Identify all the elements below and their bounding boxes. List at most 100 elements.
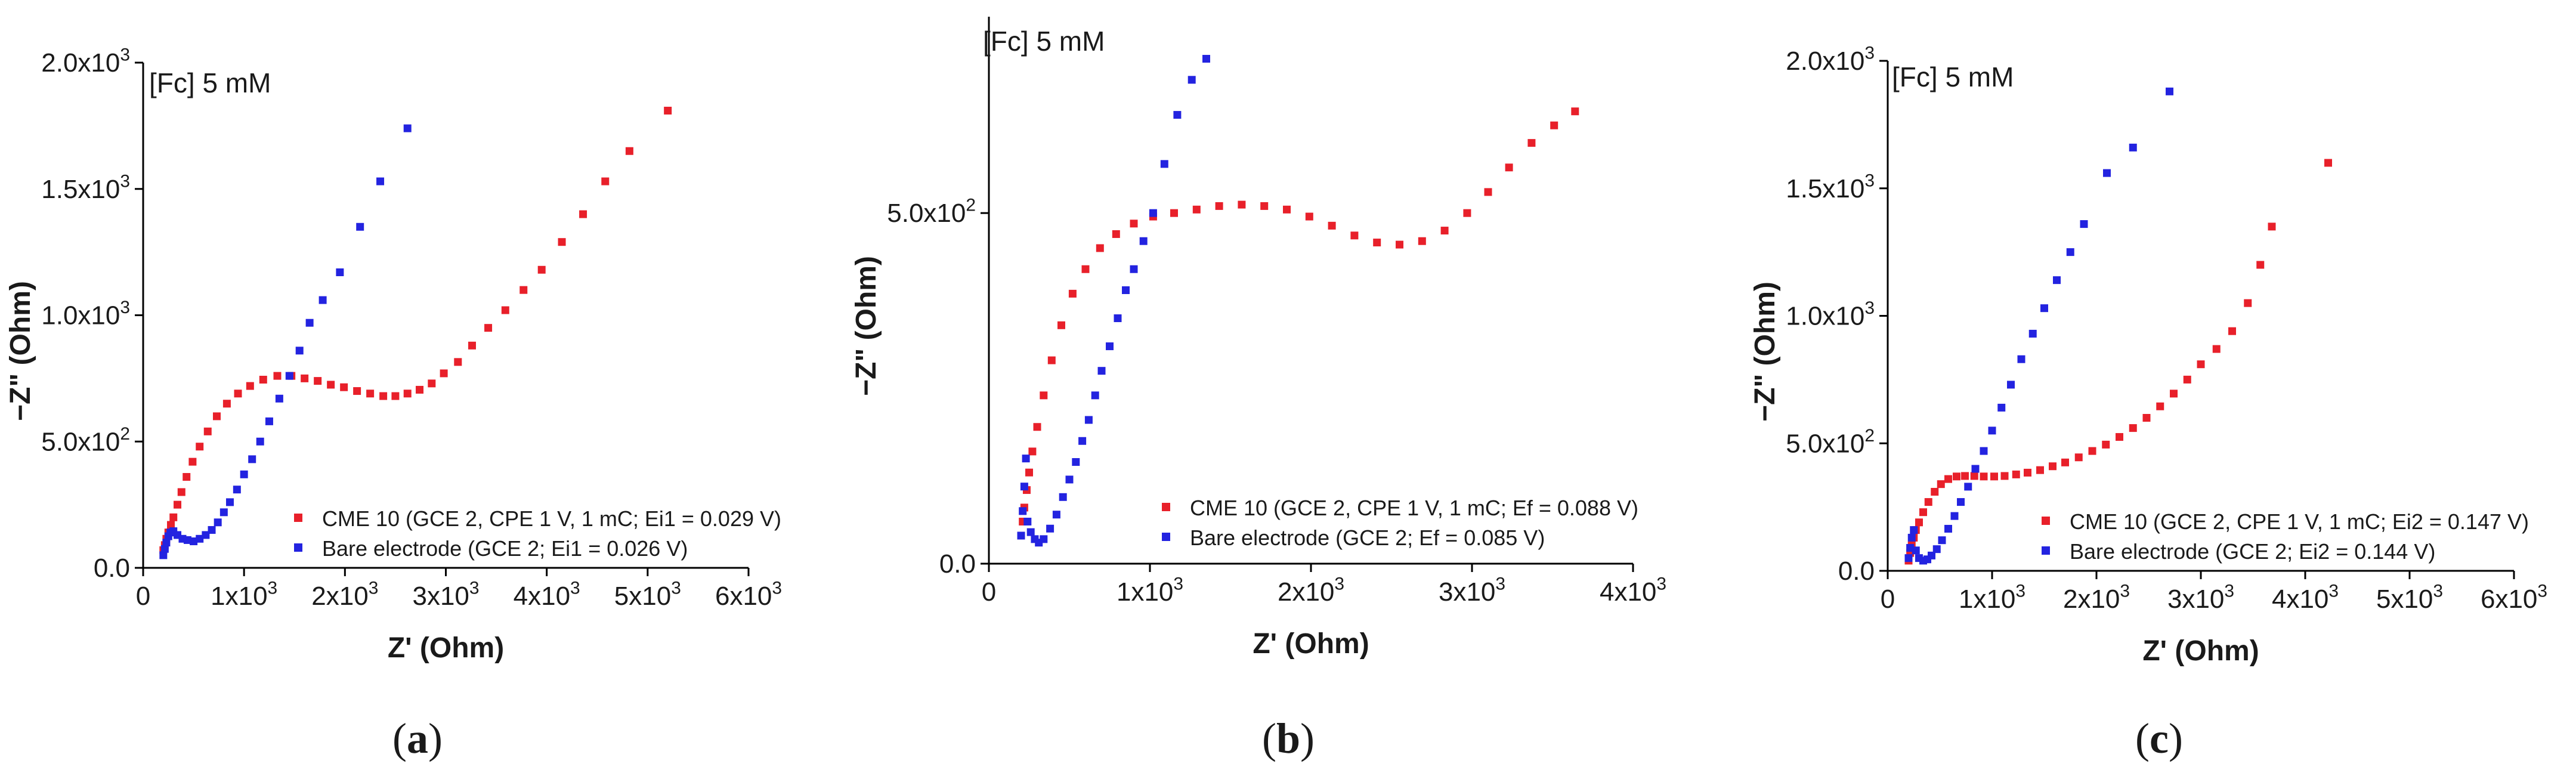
data-point-red (314, 377, 322, 385)
data-point-blue (2129, 143, 2137, 152)
data-point-blue (159, 551, 168, 559)
data-point-red (2183, 375, 2191, 384)
legend-label-blue: Bare electrode (GCE 2; Ei2 = 0.144 V) (2070, 539, 2435, 564)
data-point-blue (1932, 545, 1941, 554)
data-point-red (2102, 440, 2110, 449)
data-point-red (340, 383, 348, 391)
legend-marker-red (294, 514, 302, 522)
x-tick-label: 4x103 (514, 579, 580, 611)
data-point-blue (403, 124, 412, 132)
y-tick-label: 0.0 (939, 549, 976, 579)
data-point-blue (196, 534, 204, 543)
data-point-blue (1130, 265, 1138, 273)
data-point-blue (1091, 391, 1099, 400)
data-point-red (2036, 466, 2044, 474)
y-tick-label: 0.0 (1838, 557, 1875, 586)
data-point-red (167, 521, 175, 529)
data-point-red (428, 379, 436, 388)
data-point-red (391, 392, 400, 400)
data-point-red (259, 375, 267, 384)
x-tick-label: 4x103 (2272, 582, 2339, 614)
data-point-red (2012, 470, 2020, 478)
data-point-red (454, 358, 462, 366)
data-point-red (327, 381, 335, 389)
data-point-red (558, 238, 566, 246)
data-point-red (440, 369, 448, 378)
data-point-blue (305, 319, 314, 327)
data-point-red (601, 177, 610, 186)
data-point-red (1505, 163, 1513, 172)
data-point-blue (1084, 416, 1093, 424)
data-point-red (1057, 321, 1065, 329)
data-point-red (379, 392, 388, 400)
data-point-blue (190, 537, 198, 546)
data-point-red (1040, 391, 1048, 400)
data-point-blue (336, 268, 344, 277)
data-point-red (2000, 472, 2009, 480)
data-point-blue (1988, 426, 1996, 435)
data-point-red (1990, 472, 1998, 481)
data-point-red (2197, 360, 2205, 369)
data-point-blue (208, 525, 216, 534)
data-point-blue (1017, 531, 1025, 540)
data-point-red (1047, 356, 1056, 364)
chart-panel-c: 0 1x103 2x103 3x103 4x103 5x103 6x103 0.0 5.0x10… (1749, 44, 2547, 667)
data-point-blue (1928, 551, 1935, 559)
data-point-red (2228, 327, 2236, 335)
data-point-red (2024, 468, 2031, 477)
data-point-blue (1149, 209, 1157, 217)
data-point-blue (1907, 533, 1916, 542)
data-point-red (664, 106, 672, 115)
x-tick-label: 2x103 (2063, 582, 2130, 614)
chart-annotation: [Fc] 5 mM (983, 26, 1105, 57)
data-point-blue (183, 536, 191, 544)
data-point-blue (1046, 524, 1054, 533)
data-point-red (468, 341, 476, 350)
data-point-red (2256, 261, 2265, 269)
data-point-blue (1139, 237, 1148, 245)
chart-panel-b: 0 1x103 2x103 3x103 4x103 0.0 5.0x102 Z' (Ohm) −… (851, 17, 1666, 660)
data-point-blue (1912, 546, 1920, 555)
data-point-blue (2066, 248, 2074, 256)
data-point-blue (1173, 111, 1182, 119)
data-point-red (2061, 458, 2069, 466)
data-point-red (169, 513, 178, 521)
data-point-red (1980, 472, 1988, 481)
x-tick-label: 1x103 (211, 579, 277, 611)
legend-label-red: CME 10 (GCE 2, CPE 1 V, 1 mC; Ef = 0.088… (1190, 496, 1638, 520)
data-point-red (2088, 447, 2096, 455)
data-point-blue (1997, 403, 2006, 412)
y-tick-label: 5.0x102 (887, 196, 976, 228)
x-tick-label: 0 (136, 582, 150, 611)
data-point-red (183, 473, 191, 481)
data-point-red (273, 372, 282, 380)
data-point-red (1305, 212, 1313, 221)
data-point-blue (1980, 447, 1988, 455)
data-point-red (1068, 289, 1077, 298)
data-point-blue (1023, 517, 1032, 525)
data-point-blue (160, 545, 169, 553)
data-point-red (416, 385, 424, 394)
data-point-blue (275, 394, 283, 403)
x-tick-label: 3x103 (1439, 574, 1505, 607)
data-point-red (1915, 518, 1923, 527)
data-point-red (1215, 202, 1223, 210)
data-point-red (1033, 423, 1041, 431)
data-point-blue (2053, 276, 2061, 285)
x-tick-label: 1x103 (1959, 582, 2025, 614)
data-point-red (1550, 121, 1558, 129)
data-point-blue (1059, 493, 1067, 501)
data-point-red (174, 500, 182, 509)
data-point-red (188, 457, 197, 466)
data-point-blue (1910, 526, 1918, 534)
series-blue (1904, 87, 2173, 565)
data-point-blue (2103, 169, 2111, 177)
data-point-red (1944, 475, 1952, 483)
data-point-blue (1202, 55, 1210, 63)
data-point-red (203, 427, 212, 435)
x-tick-label: 0 (1881, 585, 1895, 614)
data-point-blue (202, 531, 210, 539)
y-tick-label: 1.5x103 (41, 171, 130, 203)
data-point-red (1112, 230, 1120, 238)
data-point-red (2074, 453, 2083, 462)
